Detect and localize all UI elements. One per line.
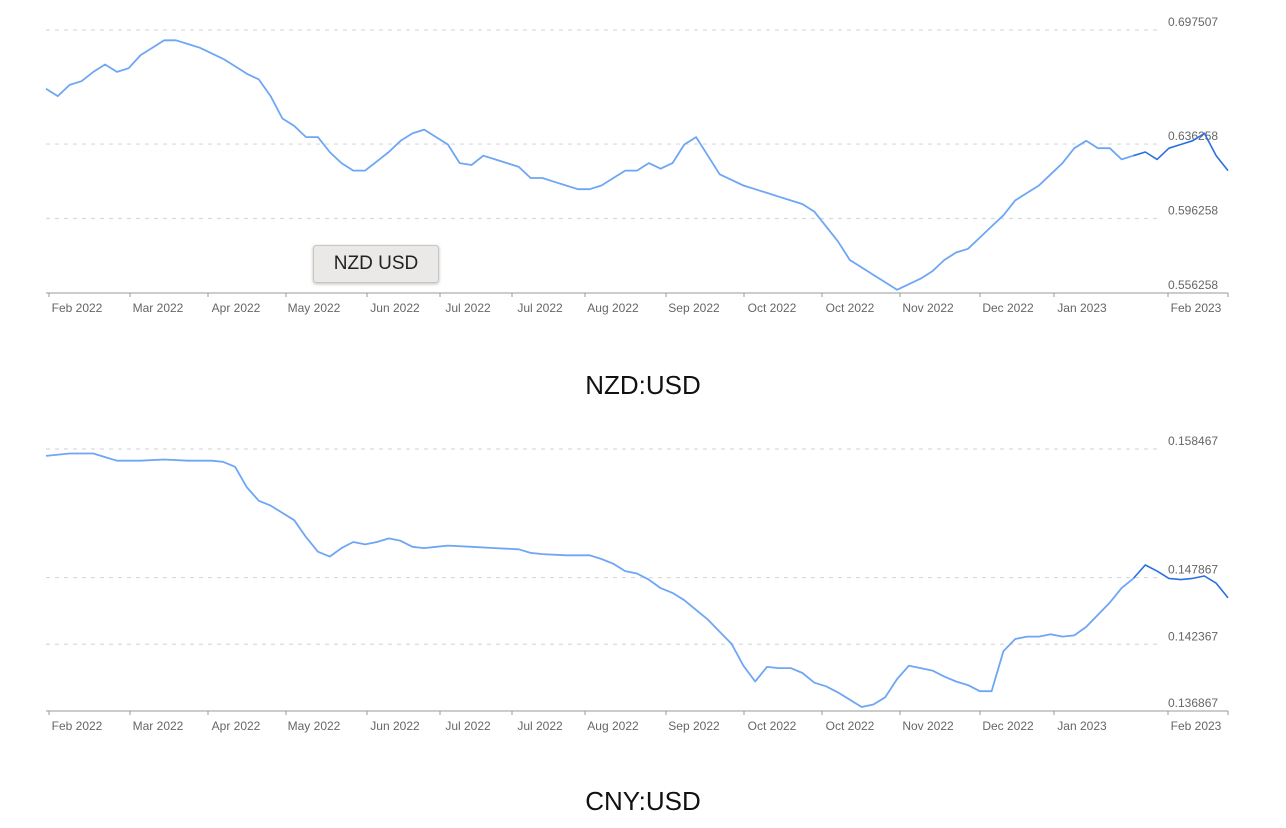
x-tick-label: Aug 2022 xyxy=(587,719,639,733)
x-tick-label: Nov 2022 xyxy=(902,719,954,733)
y-tick-label: 0.147867 xyxy=(1168,563,1218,577)
y-tick-label: 0.697507 xyxy=(1168,15,1218,29)
chart-tooltip: NZD USD xyxy=(313,245,439,283)
series-line-recent xyxy=(1132,564,1229,599)
x-tick-label: Apr 2022 xyxy=(212,719,261,733)
x-tick-label: Jun 2022 xyxy=(370,301,420,315)
y-tick-label: 0.636258 xyxy=(1168,129,1218,143)
x-tick-label: May 2022 xyxy=(288,301,341,315)
series-line-recent xyxy=(1133,132,1229,172)
x-tick-label: Oct 2022 xyxy=(826,719,875,733)
chart-caption-cny-usd: CNY:USD xyxy=(585,786,701,816)
x-tick-label: May 2022 xyxy=(288,719,341,733)
cny-usd-chart: 0.136867 0.142367 0.147867 0.158467 Feb 2022… xyxy=(45,434,1229,733)
x-tick-label: Jul 2022 xyxy=(517,301,563,315)
x-tick-label: Mar 2022 xyxy=(133,719,184,733)
y-tick-label: 0.596258 xyxy=(1168,204,1218,218)
x-tick-label: Dec 2022 xyxy=(982,719,1034,733)
x-tick-label: Feb 2023 xyxy=(1171,719,1222,733)
x-tick-label: Nov 2022 xyxy=(902,301,954,315)
y-tick-label: 0.158467 xyxy=(1168,434,1218,448)
x-tick-label: Jul 2022 xyxy=(445,301,491,315)
x-tick-label: Apr 2022 xyxy=(212,301,261,315)
chart-caption-nzd-usd: NZD:USD xyxy=(585,370,701,400)
x-tick-label: Sep 2022 xyxy=(668,301,720,315)
y-tick-label: 0.142367 xyxy=(1168,629,1218,643)
x-tick-label: Oct 2022 xyxy=(748,301,797,315)
x-tick-label: Dec 2022 xyxy=(982,301,1034,315)
x-tick-label: Feb 2023 xyxy=(1171,301,1222,315)
x-tick-label: Jul 2022 xyxy=(445,719,491,733)
x-tick-label: Jun 2022 xyxy=(370,719,420,733)
nzd-usd-chart: 0.556258 0.596258 0.636258 0.697507 Feb 2022… xyxy=(45,15,1229,315)
x-tick-label: Feb 2022 xyxy=(52,301,103,315)
x-tick-label: Aug 2022 xyxy=(587,301,639,315)
y-tick-label: 0.136867 xyxy=(1168,696,1218,710)
x-tick-label: Oct 2022 xyxy=(826,301,875,315)
x-tick-label: Oct 2022 xyxy=(748,719,797,733)
y-tick-label: 0.556258 xyxy=(1168,278,1218,292)
x-tick-label: Mar 2022 xyxy=(133,301,184,315)
x-tick-label: Feb 2022 xyxy=(52,719,103,733)
x-tick-label: Jan 2023 xyxy=(1057,719,1107,733)
x-tick-label: Sep 2022 xyxy=(668,719,720,733)
series-line xyxy=(45,452,1134,708)
x-tick-label: Jul 2022 xyxy=(517,719,563,733)
x-tick-label: Jan 2023 xyxy=(1057,301,1107,315)
series-line xyxy=(45,39,1134,291)
